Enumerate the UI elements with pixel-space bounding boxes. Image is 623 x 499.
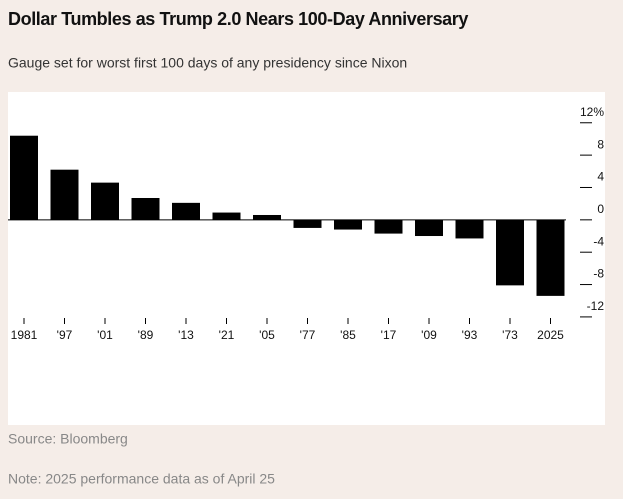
bar	[334, 219, 362, 230]
source: Source: Bloomberg	[8, 431, 128, 447]
y-tick-label: 8	[597, 137, 604, 151]
bar	[415, 219, 443, 237]
y-tick-label: -4	[593, 234, 604, 248]
bar	[212, 212, 241, 220]
bar	[536, 219, 565, 296]
x-tick-label: 2025	[537, 328, 564, 342]
bar	[455, 219, 484, 239]
bar	[253, 214, 281, 220]
y-tick-label: 4	[597, 170, 604, 184]
x-tick-label: '01	[97, 328, 113, 342]
x-tick-label: '73	[502, 328, 518, 342]
x-tick-label: '89	[138, 328, 154, 342]
y-tick-label: 12%	[580, 105, 604, 119]
x-tick-label: '17	[381, 328, 397, 342]
x-tick-label: 1981	[11, 328, 38, 342]
bar	[172, 202, 200, 220]
x-tick-label: '97	[57, 328, 73, 342]
y-tick-label: -8	[593, 267, 604, 281]
bar	[91, 182, 119, 220]
x-tick-label: '93	[462, 328, 478, 342]
bar	[374, 219, 403, 234]
x-tick-label: '77	[300, 328, 316, 342]
bar	[131, 197, 160, 220]
y-tick-label: -12	[587, 299, 605, 313]
bar	[10, 135, 38, 220]
note: Note: 2025 performance data as of April …	[8, 471, 275, 487]
chart-subtitle: Gauge set for worst first 100 days of an…	[8, 55, 407, 71]
x-tick-label: '21	[219, 328, 235, 342]
bar	[50, 169, 79, 220]
x-tick-label: '85	[340, 328, 356, 342]
x-tick-label: '05	[259, 328, 275, 342]
chart-title: Dollar Tumbles as Trump 2.0 Nears 100-Da…	[8, 9, 468, 29]
y-tick-label: 0	[597, 202, 604, 216]
bar	[293, 219, 322, 228]
bar	[496, 219, 524, 286]
x-tick-label: '09	[421, 328, 437, 342]
x-tick-label: '13	[178, 328, 194, 342]
